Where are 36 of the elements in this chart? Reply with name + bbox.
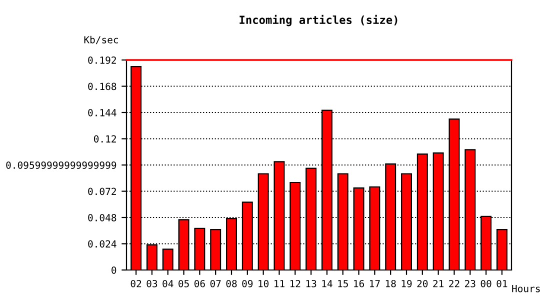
x-tick-label: 01 <box>496 280 508 288</box>
y-tick-label: 0.09599999999999999 <box>6 162 116 169</box>
x-tick-label: 17 <box>370 280 380 288</box>
y-axis-title: Kb/sec <box>84 36 118 44</box>
x-tick-label: 16 <box>354 280 364 288</box>
x-tick-label: 07 <box>210 280 221 288</box>
x-axis-title: Hours <box>512 285 540 292</box>
x-tick-label: 03 <box>146 280 158 288</box>
x-tick-label: 23 <box>465 280 476 288</box>
x-tick-label: 04 <box>162 280 174 288</box>
y-tick-label: 0.048 <box>88 214 116 222</box>
x-tick-label: 14 <box>322 280 332 288</box>
x-tick-label: 20 <box>417 280 428 288</box>
x-tick-label: 09 <box>242 280 253 288</box>
y-tick-label: 0.072 <box>88 188 116 196</box>
x-tick-label: 19 <box>402 280 412 288</box>
chart-title: Incoming articles (size) <box>240 14 398 26</box>
y-tick-label: 0.024 <box>88 240 116 248</box>
x-tick-label: 00 <box>480 280 492 288</box>
x-tick-label: 08 <box>226 280 237 288</box>
y-tick-label: 0.168 <box>88 82 116 90</box>
x-tick-label: 11 <box>274 280 284 288</box>
y-tick-label: 0.192 <box>88 56 116 64</box>
x-tick-label: 06 <box>194 280 205 288</box>
x-tick-label: 15 <box>338 280 348 288</box>
x-tick-label: 18 <box>386 280 396 288</box>
x-tick-label: 02 <box>130 280 142 288</box>
x-tick-label: 10 <box>258 280 269 288</box>
y-tick-label: 0.12 <box>94 135 116 143</box>
x-tick-label: 13 <box>306 280 316 288</box>
y-tick-label: 0.144 <box>88 109 116 116</box>
x-tick-label: 21 <box>433 280 444 288</box>
x-tick-label: 12 <box>290 280 300 288</box>
x-tick-label: 22 <box>449 280 460 288</box>
x-tick-label: 05 <box>178 280 189 288</box>
y-tick-label: 0 <box>112 266 116 274</box>
